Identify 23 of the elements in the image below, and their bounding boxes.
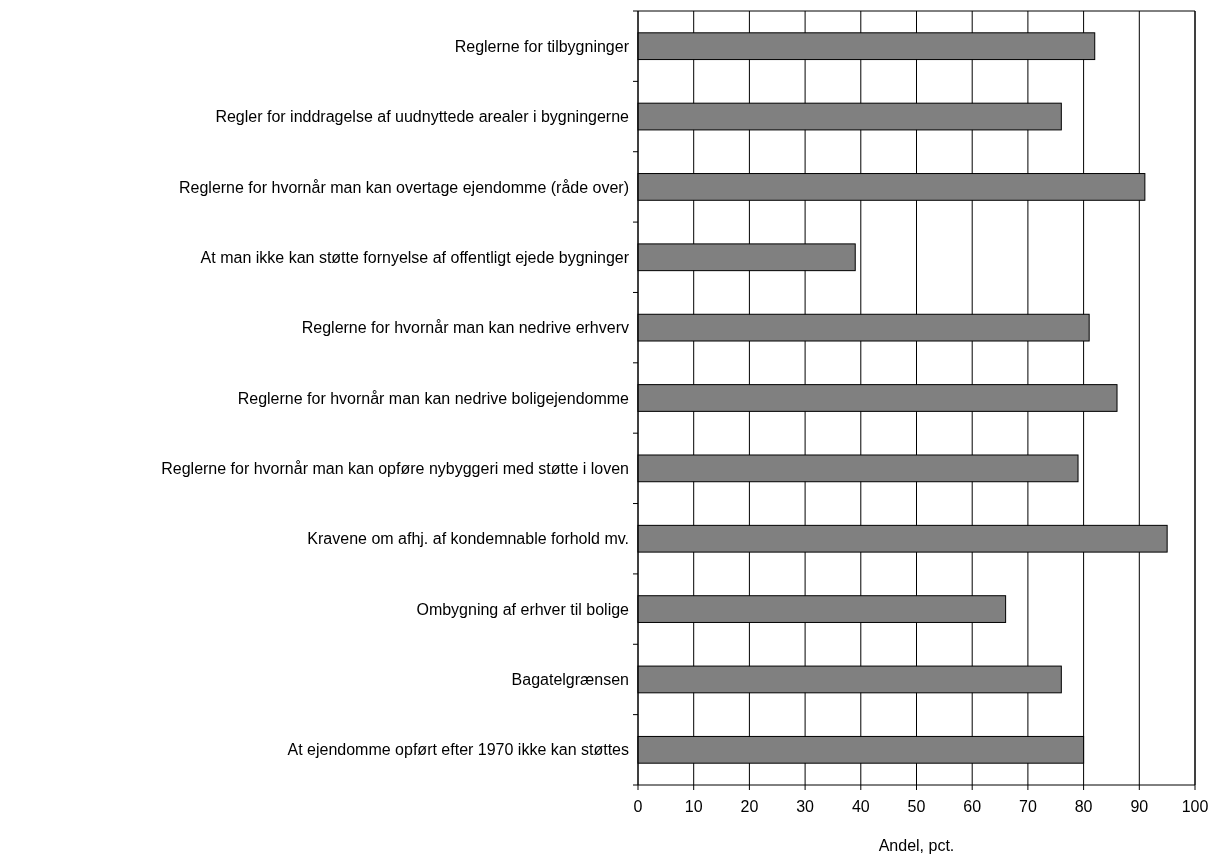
- x-axis-title: Andel, pct.: [878, 837, 955, 854]
- y-tick-label: Reglerne for hvornår man kan opføre nybyggeri med støtte i loven: [161, 459, 629, 477]
- y-tick-label: Kravene om afhj. af kondemnable forhold mv.: [307, 530, 629, 548]
- y-tick-label: Ombygning af erhver til bolige: [416, 600, 630, 618]
- x-tick-label: 10: [684, 798, 703, 815]
- x-tick-label: 80: [1074, 798, 1093, 815]
- x-tick-label: 60: [963, 798, 982, 815]
- y-tick-label: Bagatelgrænsen: [511, 671, 629, 689]
- x-tick-label: 0: [633, 798, 643, 815]
- x-tick-label: 70: [1019, 798, 1037, 815]
- x-tick-label: 20: [740, 798, 759, 815]
- x-tick-label: 30: [796, 798, 815, 815]
- y-tick-label: Reglerne for hvornår man kan overtage ejendomme (råde over): [178, 178, 629, 196]
- x-tick-label: 90: [1130, 798, 1149, 815]
- x-tick-label: 50: [907, 798, 926, 815]
- x-tick-label: 100: [1181, 798, 1209, 815]
- y-tick-label: Reglerne for hvornår man kan nedrive boligejendomme: [237, 389, 630, 407]
- x-tick-label: 40: [851, 798, 870, 815]
- y-tick-label: At ejendomme opført efter 1970 ikke kan støttes: [287, 741, 629, 759]
- y-tick-label: At man ikke kan støtte fornyelse af offentligt ejede bygninger: [200, 248, 630, 266]
- y-tick-label: Regler for inddragelse af uudnyttede arealer i bygningerne: [215, 108, 630, 126]
- y-tick-label: Reglerne for hvornår man kan nedrive erhverv: [301, 319, 629, 337]
- y-tick-label: Reglerne for tilbygninger: [454, 37, 630, 55]
